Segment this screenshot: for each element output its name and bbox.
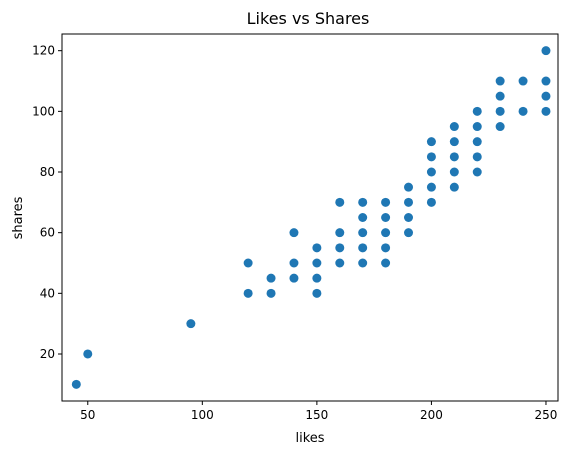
data-point	[358, 258, 368, 268]
data-point	[312, 258, 322, 268]
y-tick-label: 20	[40, 347, 55, 361]
data-point	[404, 228, 414, 238]
x-tick-label: 200	[420, 408, 443, 422]
data-point	[243, 288, 253, 298]
data-point	[404, 182, 414, 192]
data-point	[495, 91, 505, 101]
x-tick-label: 150	[305, 408, 328, 422]
data-point	[243, 258, 253, 268]
data-point	[266, 273, 276, 283]
data-point	[426, 152, 436, 162]
data-point	[472, 167, 482, 177]
plot-frame	[61, 33, 559, 402]
data-point	[426, 197, 436, 207]
data-point	[449, 182, 459, 192]
data-point	[381, 213, 391, 222]
data-points	[71, 46, 551, 389]
y-tick-label: 40	[40, 286, 55, 300]
data-point	[426, 182, 436, 192]
data-point	[449, 152, 459, 162]
data-point	[266, 288, 276, 298]
data-point	[335, 258, 345, 268]
data-point	[381, 197, 391, 207]
data-point	[289, 273, 299, 283]
data-point	[518, 106, 528, 116]
data-point	[312, 288, 322, 298]
data-point	[358, 197, 368, 207]
x-tick-label: 50	[80, 408, 95, 422]
data-point	[449, 167, 459, 177]
y-tick-label: 120	[32, 44, 55, 58]
chart-title: Likes vs Shares	[247, 9, 370, 28]
data-point	[381, 243, 391, 253]
data-point	[289, 228, 299, 238]
data-point	[541, 106, 551, 116]
x-tick-label: 100	[191, 408, 214, 422]
data-point	[404, 197, 414, 207]
data-point	[71, 379, 81, 389]
data-point	[472, 152, 482, 162]
data-point	[495, 122, 505, 132]
y-axis-ticks: 20 40 60 80 100 120	[32, 44, 62, 361]
data-point	[472, 122, 482, 132]
x-axis-ticks: 50 100 150 200 250	[80, 401, 557, 422]
data-point	[495, 106, 505, 116]
y-tick-label: 100	[32, 104, 55, 118]
y-axis-label: shares	[11, 196, 26, 239]
data-point	[186, 319, 196, 329]
y-tick-label: 80	[40, 165, 55, 179]
data-point	[541, 46, 551, 56]
data-point	[312, 273, 322, 283]
data-point	[381, 258, 391, 268]
data-point	[335, 228, 345, 238]
data-point	[358, 213, 368, 222]
data-point	[358, 228, 368, 238]
data-point	[381, 228, 391, 238]
data-point	[358, 243, 368, 253]
y-tick-label: 60	[40, 226, 55, 240]
data-point	[472, 106, 482, 116]
data-point	[449, 137, 459, 147]
data-point	[518, 76, 528, 86]
data-point	[289, 258, 299, 268]
data-point	[472, 137, 482, 147]
data-point	[335, 197, 345, 207]
x-tick-label: 250	[535, 408, 558, 422]
x-axis-label: likes	[295, 431, 324, 446]
data-point	[541, 91, 551, 101]
data-point	[495, 76, 505, 86]
data-point	[426, 167, 436, 177]
data-point	[426, 137, 436, 147]
data-point	[312, 243, 322, 253]
data-point	[83, 349, 93, 359]
data-point	[335, 243, 345, 253]
data-point	[449, 122, 459, 132]
data-point	[404, 213, 414, 222]
data-point	[541, 76, 551, 86]
